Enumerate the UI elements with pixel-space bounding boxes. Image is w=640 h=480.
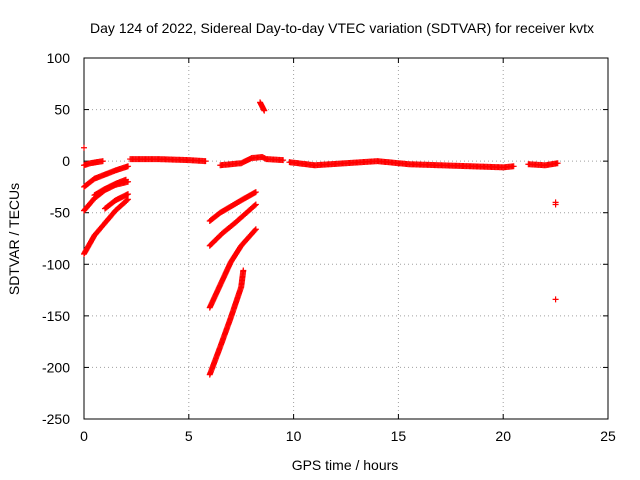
series-arc-h	[217, 154, 287, 169]
y-tick-label: 0	[62, 153, 70, 169]
data-point-marker	[124, 197, 131, 204]
chart-title: Day 124 of 2022, Sidereal Day-to-day VTE…	[90, 20, 594, 36]
y-tick-label: -100	[42, 256, 70, 272]
data-point-marker	[510, 163, 517, 170]
x-axis-label: GPS time / hours	[292, 457, 399, 473]
series-arc-a	[81, 158, 106, 169]
series-arc-i	[286, 158, 517, 171]
y-tick-label: 50	[54, 102, 70, 118]
data-point-marker	[252, 227, 259, 234]
x-tick-label: 10	[286, 428, 302, 444]
data-point-marker	[252, 201, 259, 208]
x-tick-label: 25	[600, 428, 616, 444]
y-axis-label: SDTVAR / TECUs	[6, 183, 22, 295]
series-arc-e	[81, 196, 132, 257]
series-isolated	[81, 144, 559, 303]
data-point-marker	[240, 267, 247, 274]
y-tick-label: -200	[42, 359, 70, 375]
data-point-marker	[81, 144, 87, 151]
data-point-marker	[125, 191, 132, 198]
data-point-marker	[552, 201, 559, 208]
data-point-marker	[122, 176, 129, 183]
series-arc-b	[81, 163, 132, 190]
data-points	[81, 99, 561, 378]
y-tick-label: -150	[42, 308, 70, 324]
series-arc-m	[206, 226, 259, 311]
series-arc-o	[257, 99, 268, 114]
axis-ticks: 0 5 10 15 20 25 100 50 0 -50 -100 -150 -200 -250	[42, 50, 616, 444]
data-point-marker	[125, 196, 132, 203]
data-point-marker	[554, 160, 561, 167]
data-point-marker	[252, 189, 259, 196]
data-point-marker	[251, 202, 258, 209]
x-tick-label: 5	[185, 428, 193, 444]
x-tick-label: 15	[391, 428, 407, 444]
series-arc-f	[101, 191, 132, 212]
plot-frame	[83, 57, 609, 420]
data-point-marker	[252, 226, 259, 233]
data-point-marker	[280, 157, 287, 164]
y-tick-label: -250	[42, 411, 70, 427]
x-tick-label: 0	[80, 428, 88, 444]
data-point-marker	[99, 158, 106, 165]
series-arc-d	[91, 176, 129, 199]
data-point-marker	[202, 158, 209, 165]
x-tick-label: 20	[495, 428, 511, 444]
series-arc-g	[127, 156, 209, 165]
data-point-marker	[261, 107, 268, 114]
grid-lines	[84, 58, 608, 419]
y-tick-label: -50	[50, 205, 70, 221]
data-point-marker	[552, 296, 559, 303]
series-arc-k	[206, 189, 259, 224]
series-arc-l	[206, 201, 259, 249]
series-arc-n	[206, 267, 247, 378]
series-arc-j	[525, 160, 561, 169]
data-point-marker	[125, 163, 132, 170]
y-tick-label: 100	[47, 50, 71, 66]
